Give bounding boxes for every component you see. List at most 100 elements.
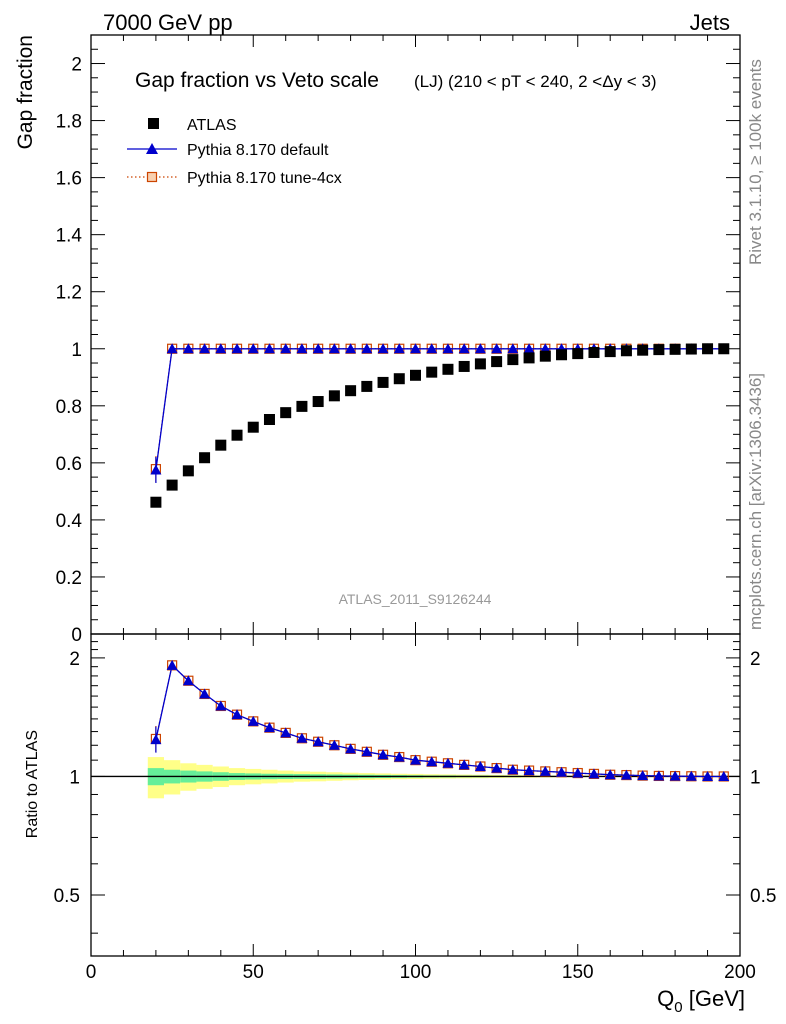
main-default-point (345, 343, 357, 354)
x-axis-label-main: Q (657, 986, 674, 1011)
ratio-default-point (231, 709, 243, 720)
main-atlas-point (345, 385, 357, 397)
x-tick-label: 200 (724, 962, 756, 983)
chart-subtitle: (LJ) (210 < pT < 240, 2 <Δy < 3) (414, 72, 657, 91)
ratio-default-point (166, 659, 178, 670)
ratio-tune-line (155, 664, 724, 778)
main-default-point (523, 343, 535, 354)
y-tick-label-main: 0.2 (56, 568, 82, 589)
main-atlas-point (328, 390, 340, 402)
legend-default-label: Pythia 8.170 default (187, 142, 329, 159)
ratio-default-point (588, 768, 600, 779)
main-atlas-point (588, 346, 600, 358)
ratio-default-point (653, 770, 665, 781)
y-tick-label-main: 1.2 (56, 283, 82, 304)
main-default-point (280, 343, 292, 354)
y-tick-label-ratio-right: 1 (750, 767, 761, 788)
main-atlas-point (247, 421, 259, 433)
main-default-point (296, 343, 308, 354)
main-default-point (312, 343, 324, 354)
main-atlas-point (263, 414, 275, 426)
ratio-default-point (685, 770, 697, 781)
main-atlas-point (556, 349, 568, 361)
ratio-default-point (361, 746, 373, 757)
main-atlas-point (669, 343, 681, 355)
y-tick-label-main: 0.6 (56, 454, 82, 475)
ratio-default-point (280, 727, 292, 738)
ratio-default-point (556, 766, 568, 777)
y-tick-label-main: 2 (71, 55, 82, 76)
ratio-default-point (150, 734, 162, 745)
ratio-default-point (296, 732, 308, 743)
main-default-point (182, 343, 194, 354)
main-default-point (215, 343, 227, 354)
ratio-series (150, 659, 730, 782)
ratio-default-point (507, 764, 519, 775)
main-atlas-point (702, 343, 714, 355)
y-tick-label-main: 1.4 (56, 226, 83, 247)
main-default-point (410, 343, 421, 354)
ratio-default-point (263, 722, 275, 733)
main-default-point (458, 343, 470, 354)
main-atlas-point (604, 346, 616, 358)
ratio-default-point (604, 769, 616, 780)
header-left: 7000 GeV pp (103, 10, 233, 35)
main-atlas-point (280, 407, 292, 419)
main-default-point (361, 343, 373, 354)
watermark: ATLAS_2011_S9126244 (339, 591, 492, 607)
main-default-point (150, 464, 162, 475)
ratio-default-point (377, 749, 389, 760)
main-atlas-point (572, 348, 584, 360)
main-atlas-point (410, 369, 421, 381)
ratio-default-point (410, 754, 421, 765)
y-tick-label-ratio-right: 2 (750, 649, 761, 670)
y-tick-label-main: 1.8 (56, 112, 82, 133)
main-atlas-point (150, 496, 162, 508)
main-default-point (328, 343, 340, 354)
x-tick-label: 150 (562, 962, 594, 983)
ratio-default-line (155, 664, 724, 778)
x-tick-label: 100 (400, 962, 432, 983)
main-atlas-point (507, 354, 519, 366)
main-atlas-point (199, 452, 211, 464)
ratio-default-point (426, 756, 438, 767)
ratio-default-point (572, 767, 584, 778)
legend-atlas-marker (148, 118, 159, 129)
y-tick-label-main: 0 (71, 625, 82, 646)
ratio-default-point (458, 759, 470, 770)
main-atlas-point (231, 429, 243, 441)
x-axis-label-sub: 0 (674, 999, 682, 1016)
legend-tune-label: Pythia 8.170 tune-4cx (187, 170, 342, 187)
legend-atlas-label: ATLAS (187, 117, 237, 134)
ratio-frame (90, 633, 741, 957)
main-atlas-point (718, 343, 730, 355)
main-atlas-point (296, 400, 308, 412)
chart-title: Gap fraction vs Veto scale (135, 69, 379, 92)
y-tick-label-main: 0.4 (56, 511, 83, 532)
legend-default-marker (146, 143, 158, 154)
main-default-point (199, 343, 211, 354)
y-tick-label-ratio: 1 (69, 767, 80, 788)
ratio-default-point (442, 757, 454, 768)
main-atlas-point (620, 345, 632, 357)
main-default-point (393, 343, 405, 354)
ratio-default-point (345, 743, 357, 754)
ratio-default-point (718, 770, 730, 781)
main-default-point (491, 343, 503, 354)
y-tick-label-main: 0.8 (56, 397, 82, 418)
y-tick-label-ratio-right: 0.5 (750, 886, 776, 907)
main-atlas-point (361, 380, 373, 392)
main-atlas-point (377, 376, 389, 388)
ratio-default-point (539, 765, 551, 776)
main-tune-line (155, 348, 724, 470)
x-tick-label: 50 (243, 962, 264, 983)
main-atlas-point (539, 350, 551, 362)
ratio-default-point (669, 770, 681, 781)
ratio-default-point (637, 770, 649, 781)
ratio-default-point (182, 675, 194, 686)
main-default-point (166, 343, 178, 354)
ratio-default-point (491, 762, 503, 773)
ratio-default-point (199, 688, 211, 699)
main-series (150, 343, 730, 508)
